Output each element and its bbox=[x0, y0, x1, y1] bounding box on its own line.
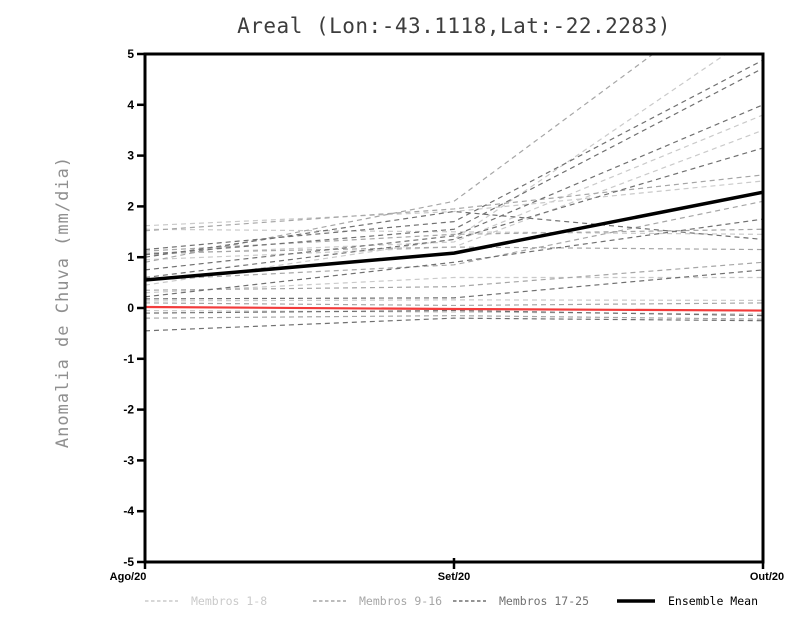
series-membro-19 bbox=[145, 104, 763, 271]
series-membro-7 bbox=[145, 299, 763, 302]
series-membro-15 bbox=[145, 302, 763, 307]
series-membro-12 bbox=[145, 246, 763, 254]
x-tick-label: Ago/20 bbox=[110, 571, 147, 583]
series-zero-reference bbox=[145, 305, 763, 312]
series-membro-4 bbox=[145, 129, 763, 261]
y-tick-label: -1 bbox=[123, 352, 134, 366]
legend-item-ensemble-mean: Ensemble Mean bbox=[617, 593, 758, 609]
series-ensemble-mean bbox=[145, 190, 763, 282]
series-membro-6 bbox=[145, 276, 763, 294]
series-membro-2 bbox=[145, 228, 763, 235]
y-tick-label: -2 bbox=[123, 403, 134, 417]
y-tick-label: 3 bbox=[127, 149, 134, 163]
series-membro-20 bbox=[145, 147, 763, 279]
y-tick-label: 5 bbox=[127, 47, 134, 61]
x-tick-label: Set/20 bbox=[438, 571, 470, 583]
legend: Membros 1-8 Membros 9-16 Membros 17-25 Ense… bbox=[0, 593, 800, 613]
series-membro-1 bbox=[145, 180, 763, 227]
legend-label: Membros 9-16 bbox=[359, 594, 443, 608]
series-membro-16 bbox=[145, 315, 763, 320]
series-membro-24 bbox=[145, 309, 763, 317]
series-membro-9 bbox=[145, 174, 763, 232]
legend-item-membros-1-8: Membros 1-8 bbox=[145, 593, 267, 609]
legend-item-membros-9-16: Membros 9-16 bbox=[313, 593, 442, 609]
series-membro-10 bbox=[145, 228, 763, 252]
series-membro-3 bbox=[145, 114, 763, 256]
series-membro-17 bbox=[145, 59, 763, 251]
x-tick-label: Out/20 bbox=[750, 571, 784, 583]
legend-item-membros-17-25: Membros 17-25 bbox=[453, 593, 589, 609]
series-membro-22 bbox=[145, 218, 763, 298]
y-tick-label: 4 bbox=[127, 98, 134, 112]
y-tick-label: 2 bbox=[127, 199, 134, 213]
legend-label: Membros 1-8 bbox=[191, 594, 268, 608]
y-tick-label: 1 bbox=[127, 250, 134, 264]
legend-line-sample bbox=[617, 599, 655, 603]
legend-label: Membros 17-25 bbox=[499, 594, 590, 608]
series-membro-18 bbox=[145, 67, 763, 256]
series-membro-5 bbox=[145, 54, 727, 286]
chart-title: Areal (Lon:-43.1118,Lat:-22.2283) bbox=[237, 14, 671, 38]
series-membro-13 bbox=[145, 200, 763, 281]
y-tick-label: -4 bbox=[123, 504, 134, 518]
legend-line-sample bbox=[145, 600, 178, 602]
series-membro-11 bbox=[145, 54, 655, 263]
y-tick-label: -5 bbox=[123, 555, 134, 569]
legend-line-sample bbox=[453, 600, 486, 602]
legend-label: Ensemble Mean bbox=[668, 594, 759, 608]
y-tick-label: -3 bbox=[123, 453, 134, 467]
y-tick-label: 0 bbox=[127, 301, 134, 315]
series-group bbox=[145, 54, 763, 332]
series-membro-25 bbox=[145, 317, 763, 332]
legend-line-sample bbox=[313, 600, 346, 602]
series-membro-14 bbox=[145, 261, 763, 291]
series-membro-23 bbox=[145, 269, 763, 300]
